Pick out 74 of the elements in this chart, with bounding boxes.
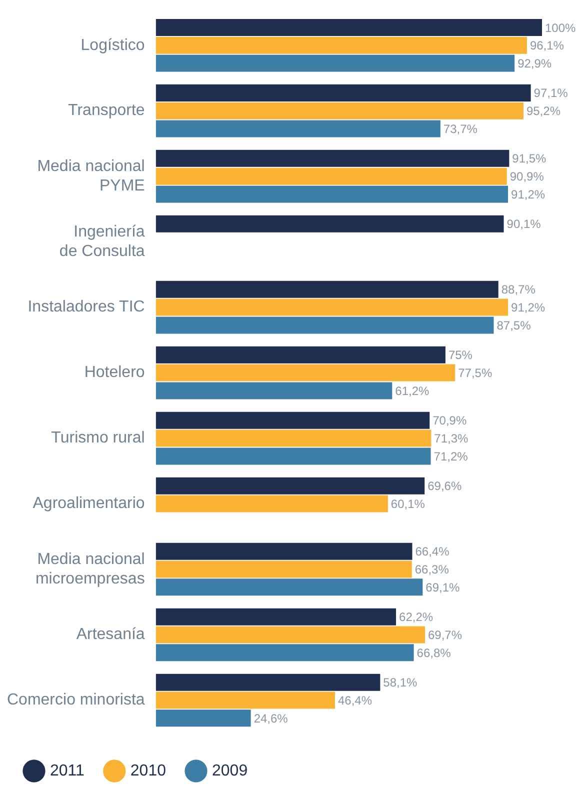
data-label: 87,5% (496, 318, 532, 333)
data-label: 88,7% (501, 282, 536, 297)
data-label: 66,4% (415, 544, 450, 559)
data-label: 69,1% (426, 580, 460, 594)
data-label: 69,7% (428, 628, 462, 642)
bar (156, 364, 456, 382)
data-label: 71,2% (434, 450, 468, 464)
y-tick-label: Artesanía (76, 626, 145, 644)
data-label: 100% (545, 20, 576, 35)
y-tick-label: Comercio minorista (7, 692, 145, 709)
y-tick-label: Instaladores TIC (28, 298, 145, 316)
bar (156, 382, 392, 400)
bar (156, 36, 527, 54)
legend-label: 2009 (212, 762, 248, 780)
bar (156, 578, 423, 596)
bar (156, 692, 336, 709)
bar (156, 120, 440, 138)
bar (156, 280, 498, 298)
bar (156, 168, 507, 185)
legend-label: 2010 (130, 762, 166, 780)
data-label: 90,9% (510, 170, 544, 184)
data-label: 95,2% (526, 104, 561, 118)
bar (156, 477, 425, 494)
bar (156, 316, 494, 334)
y-tick-label: Logístico (80, 36, 145, 54)
data-label: 96,1% (530, 38, 564, 53)
bar (156, 626, 425, 644)
legend-label: 2011 (50, 762, 85, 780)
data-label: 71,3% (434, 432, 469, 446)
data-label: 73,7% (443, 122, 478, 136)
bar (156, 448, 431, 465)
bar (156, 54, 515, 72)
bar (156, 18, 542, 36)
bar (156, 346, 446, 364)
bar (156, 542, 412, 560)
data-label: 75% (448, 348, 473, 362)
bar (156, 560, 412, 578)
data-label: 62,2% (399, 610, 434, 624)
bar (156, 186, 508, 203)
data-label: 97,1% (534, 86, 568, 100)
data-label: 69,6% (428, 479, 462, 494)
bar (156, 215, 504, 232)
bar (156, 644, 414, 662)
bar (156, 102, 524, 120)
data-label: 66,8% (416, 646, 452, 660)
data-label: 66,3% (414, 562, 450, 577)
data-label: 61,2% (395, 384, 430, 398)
bar (156, 84, 531, 102)
data-label: 46,4% (338, 694, 372, 708)
bar (156, 674, 380, 691)
data-label: 58,1% (383, 676, 418, 690)
y-tick-label: Transporte (68, 102, 145, 120)
bar (156, 495, 388, 512)
data-label: 90,1% (506, 217, 542, 232)
data-label: 91,5% (512, 152, 547, 166)
y-tick-label: Hotelero (84, 364, 145, 382)
data-label: 70,9% (432, 414, 467, 428)
y-tick-label: Ingeniería de Consulta (59, 224, 145, 260)
data-label: 77,5% (458, 366, 492, 380)
data-label: 91,2% (511, 188, 546, 202)
data-label: 60,1% (390, 497, 426, 512)
bar (156, 430, 432, 447)
y-tick-label: Media nacional PYME (37, 158, 145, 194)
y-tick-label: Agroalimentario (32, 495, 145, 512)
data-label: 92,9% (518, 56, 552, 71)
bar (156, 150, 510, 167)
bar (156, 608, 396, 626)
bar (156, 412, 430, 429)
data-label: 24,6% (254, 711, 288, 726)
data-label: 91,2% (511, 300, 546, 315)
bar (156, 298, 508, 316)
y-tick-label: Turismo rural (51, 430, 145, 447)
bar (156, 710, 251, 727)
y-tick-label: Media nacional microempresas (35, 551, 145, 588)
